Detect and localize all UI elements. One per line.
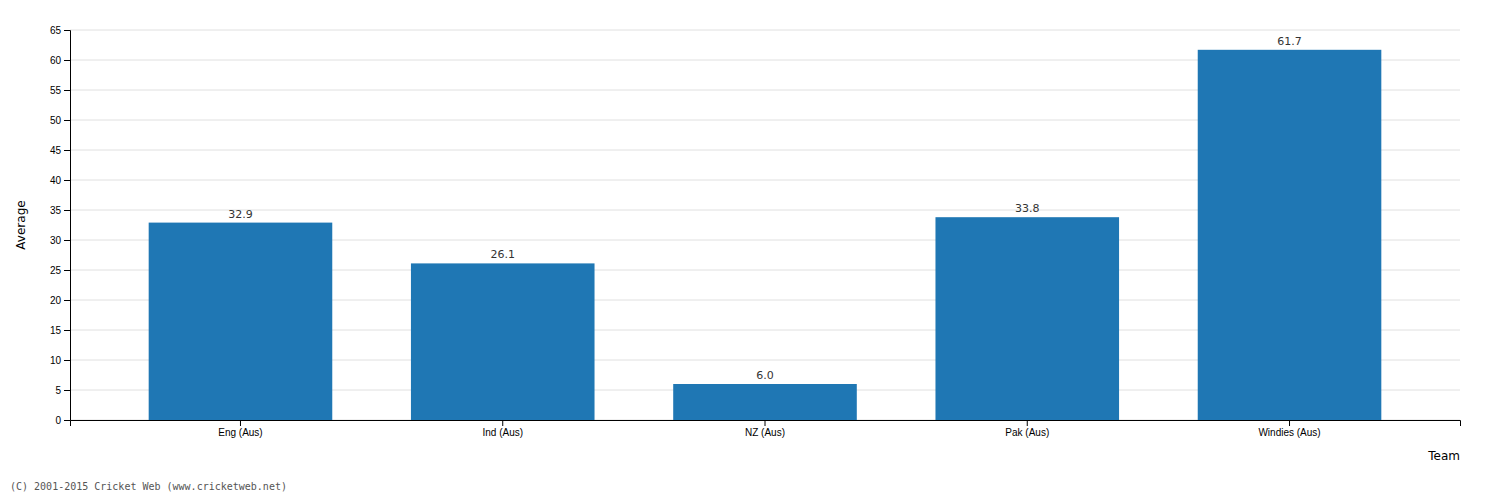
tick: 45 xyxy=(50,145,70,156)
data-label: 61.7 xyxy=(1277,35,1302,48)
data-label: 6.0 xyxy=(756,369,774,382)
tick: 50 xyxy=(50,115,70,126)
tick-mark xyxy=(64,90,70,91)
tick-label: 35 xyxy=(50,205,62,216)
tick-mark xyxy=(64,390,70,391)
tick-label: NZ (Aus) xyxy=(745,427,785,438)
tick: 40 xyxy=(50,175,70,186)
plot: 0 5 10 15 20 25 30 35 40 45 50 55 60 65 Eng (Aus) Ind (… xyxy=(50,25,1461,438)
tick: 5 xyxy=(55,385,70,396)
bar xyxy=(673,384,857,420)
chart: 0 5 10 15 20 25 30 35 40 45 50 55 60 65 Eng (Aus) Ind (… xyxy=(0,0,1500,500)
tick-label: Windies (Aus) xyxy=(1258,427,1320,438)
bar xyxy=(1198,50,1382,420)
axis-line xyxy=(71,421,1461,427)
tick: 30 xyxy=(50,235,70,246)
tick-label: 50 xyxy=(50,115,62,126)
tick: Windies (Aus) xyxy=(1258,420,1320,438)
bar xyxy=(935,217,1119,420)
tick: NZ (Aus) xyxy=(745,420,785,438)
data-label: 33.8 xyxy=(1015,202,1040,215)
tick-label: 30 xyxy=(50,235,62,246)
tick: Eng (Aus) xyxy=(218,420,262,438)
tick: 10 xyxy=(50,355,70,366)
tick-mark xyxy=(240,420,241,426)
tick-mark xyxy=(64,150,70,151)
x-axis-title: Team xyxy=(1427,449,1460,463)
tick-label: 25 xyxy=(50,265,62,276)
tick: Ind (Aus) xyxy=(482,420,523,438)
grid-line xyxy=(70,30,1460,31)
tick-label: 10 xyxy=(50,355,62,366)
bars xyxy=(149,50,1382,420)
tick-label: 40 xyxy=(50,175,62,186)
tick-label: 45 xyxy=(50,145,62,156)
tick-mark xyxy=(1289,420,1290,426)
tick-mark xyxy=(64,180,70,181)
data-labels: 32.9 26.1 6.0 33.8 61.7 xyxy=(228,35,1302,382)
tick: 60 xyxy=(50,55,70,66)
tick-label: Ind (Aus) xyxy=(482,427,523,438)
tick-label: 65 xyxy=(50,25,62,36)
data-label: 26.1 xyxy=(490,248,515,261)
tick: 35 xyxy=(50,205,70,216)
tick-mark xyxy=(765,420,766,426)
tick-label: 0 xyxy=(55,415,61,426)
tick: 15 xyxy=(50,325,70,336)
tick-mark xyxy=(64,30,70,31)
footer: (C) 2001-2015 Cricket Web (www.cricketwe… xyxy=(10,481,287,492)
tick-label: 5 xyxy=(55,385,61,396)
tick-mark xyxy=(64,120,70,121)
data-label: 32.9 xyxy=(228,208,253,221)
tick-mark xyxy=(64,420,70,421)
tick-mark xyxy=(64,330,70,331)
tick-mark xyxy=(502,420,503,426)
tick-label: 60 xyxy=(50,55,62,66)
bar xyxy=(411,263,595,420)
tick: 20 xyxy=(50,295,70,306)
tick: 65 xyxy=(50,25,70,36)
tick-mark xyxy=(64,60,70,61)
tick-mark xyxy=(64,270,70,271)
tick-mark xyxy=(1027,420,1028,426)
tick-mark xyxy=(64,360,70,361)
tick-mark xyxy=(64,210,70,211)
y-axis-title: Average xyxy=(14,200,28,249)
x-axis: Eng (Aus) Ind (Aus) NZ (Aus) Pak (Aus) Windi… xyxy=(71,420,1461,438)
tick: 25 xyxy=(50,265,70,276)
tick-mark xyxy=(64,240,70,241)
tick-label: 55 xyxy=(50,85,62,96)
tick: Pak (Aus) xyxy=(1005,420,1049,438)
tick: 55 xyxy=(50,85,70,96)
tick: 0 xyxy=(55,415,70,426)
tick-label: Eng (Aus) xyxy=(218,427,262,438)
y-axis: 0 5 10 15 20 25 30 35 40 45 50 55 60 65 xyxy=(50,25,71,426)
tick-label: 20 xyxy=(50,295,62,306)
grid xyxy=(70,30,1460,420)
tick-mark xyxy=(64,300,70,301)
tick-label: 15 xyxy=(50,325,62,336)
bar xyxy=(149,223,333,420)
tick-label: Pak (Aus) xyxy=(1005,427,1049,438)
axis-line xyxy=(64,31,71,421)
